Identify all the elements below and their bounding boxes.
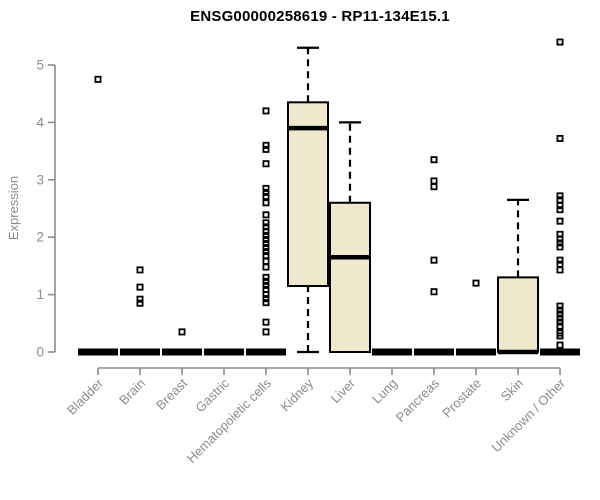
flat-box-breast bbox=[162, 348, 202, 356]
outlier-point-hematopoietic-cells bbox=[262, 273, 270, 281]
outlier-point-hematopoietic-cells bbox=[262, 257, 270, 265]
outlier-point-hematopoietic-cells bbox=[262, 244, 270, 252]
x-tick-label-bladder: Bladder bbox=[64, 375, 107, 418]
outlier-point-hematopoietic-cells bbox=[262, 192, 270, 200]
outlier-point-unknown-other bbox=[556, 202, 564, 210]
x-tick-label-pancreas: Pancreas bbox=[393, 375, 443, 425]
outlier-point-hematopoietic-cells bbox=[262, 235, 270, 243]
x-tick-label-liver: Liver bbox=[328, 375, 359, 406]
outlier-point-unknown-other bbox=[556, 322, 564, 330]
outlier-point-pancreas bbox=[430, 156, 438, 164]
outlier-point-pancreas bbox=[430, 177, 438, 185]
outlier-point-unknown-other bbox=[556, 266, 564, 274]
x-tick-label-prostate: Prostate bbox=[439, 376, 484, 421]
y-tick-label-2: 2 bbox=[36, 230, 44, 245]
outlier-point-hematopoietic-cells bbox=[262, 252, 270, 260]
outlier-point-pancreas bbox=[430, 288, 438, 296]
chart-title: ENSG00000258619 - RP11-134E15.1 bbox=[190, 8, 450, 25]
x-tick-label-unknown-other: Unknown / Other bbox=[489, 375, 569, 455]
flat-box-hematopoietic-cells bbox=[246, 348, 286, 356]
outlier-point-unknown-other bbox=[556, 260, 564, 268]
x-tick-label-kidney: Kidney bbox=[277, 375, 316, 414]
x-tick-label-breast: Breast bbox=[153, 375, 190, 412]
outlier-point-hematopoietic-cells bbox=[262, 281, 270, 289]
flat-box-prostate bbox=[456, 348, 496, 356]
outlier-point-unknown-other bbox=[556, 192, 564, 200]
flat-box-pancreas bbox=[414, 348, 454, 356]
flat-box-brain bbox=[120, 348, 160, 356]
y-tick-label-0: 0 bbox=[36, 345, 44, 360]
outlier-point-hematopoietic-cells bbox=[262, 291, 270, 299]
outlier-point-bladder bbox=[94, 75, 102, 83]
outlier-point-hematopoietic-cells bbox=[262, 263, 270, 271]
box-skin bbox=[497, 276, 539, 354]
outlier-point-hematopoietic-cells bbox=[262, 145, 270, 153]
outlier-point-hematopoietic-cells bbox=[262, 240, 270, 248]
outlier-point-hematopoietic-cells bbox=[262, 184, 270, 192]
outlier-point-unknown-other bbox=[556, 243, 564, 251]
outlier-point-unknown-other bbox=[556, 318, 564, 326]
outlier-point-hematopoietic-cells bbox=[262, 107, 270, 115]
outlier-point-hematopoietic-cells bbox=[262, 295, 270, 303]
outlier-point-hematopoietic-cells bbox=[262, 277, 270, 285]
outlier-point-breast bbox=[178, 328, 186, 336]
outlier-point-unknown-other bbox=[556, 239, 564, 247]
outlier-point-hematopoietic-cells bbox=[262, 318, 270, 326]
outlier-point-hematopoietic-cells bbox=[262, 299, 270, 307]
outlier-point-unknown-other bbox=[556, 235, 564, 243]
outlier-point-unknown-other bbox=[556, 217, 564, 225]
outlier-point-unknown-other bbox=[556, 310, 564, 318]
outlier-point-hematopoietic-cells bbox=[262, 160, 270, 168]
outlier-point-unknown-other bbox=[556, 306, 564, 314]
outlier-point-brain bbox=[136, 266, 144, 274]
y-tick-label-3: 3 bbox=[36, 172, 44, 187]
flat-box-bladder bbox=[78, 348, 118, 356]
flat-box-gastric bbox=[204, 348, 244, 356]
outlier-point-unknown-other bbox=[556, 341, 564, 349]
outlier-point-hematopoietic-cells bbox=[262, 199, 270, 207]
outlier-point-hematopoietic-cells bbox=[262, 231, 270, 239]
outlier-point-brain bbox=[136, 283, 144, 291]
box-liver bbox=[329, 201, 371, 353]
outlier-point-unknown-other bbox=[556, 256, 564, 264]
outlier-point-brain bbox=[136, 295, 144, 303]
y-tick-label-1: 1 bbox=[36, 287, 44, 302]
outlier-point-unknown-other bbox=[556, 332, 564, 340]
flat-box-lung bbox=[372, 348, 412, 356]
flat-box-unknown-other bbox=[540, 348, 580, 356]
outlier-point-unknown-other bbox=[556, 134, 564, 142]
outlier-point-hematopoietic-cells bbox=[262, 211, 270, 219]
outlier-point-unknown-other bbox=[556, 314, 564, 322]
outlier-point-pancreas bbox=[430, 183, 438, 191]
outlier-point-hematopoietic-cells bbox=[262, 188, 270, 196]
outlier-point-hematopoietic-cells bbox=[262, 227, 270, 235]
outlier-point-unknown-other bbox=[556, 196, 564, 204]
outlier-point-unknown-other bbox=[556, 302, 564, 310]
outlier-point-hematopoietic-cells bbox=[262, 141, 270, 149]
outlier-point-brain bbox=[136, 299, 144, 307]
x-tick-label-skin: Skin bbox=[498, 376, 526, 404]
outlier-point-hematopoietic-cells bbox=[262, 328, 270, 336]
outlier-point-unknown-other bbox=[556, 206, 564, 214]
x-tick-label-lung: Lung bbox=[369, 376, 400, 407]
x-tick-label-gastric: Gastric bbox=[192, 375, 232, 415]
box-kidney bbox=[287, 101, 329, 287]
outlier-point-pancreas bbox=[430, 256, 438, 264]
outlier-point-unknown-other bbox=[556, 38, 564, 46]
y-tick-label-5: 5 bbox=[36, 58, 44, 73]
y-tick-label-4: 4 bbox=[36, 115, 44, 130]
outlier-point-prostate bbox=[472, 279, 480, 287]
outlier-point-hematopoietic-cells bbox=[262, 219, 270, 227]
outlier-point-hematopoietic-cells bbox=[262, 248, 270, 256]
x-tick-label-brain: Brain bbox=[116, 376, 148, 408]
